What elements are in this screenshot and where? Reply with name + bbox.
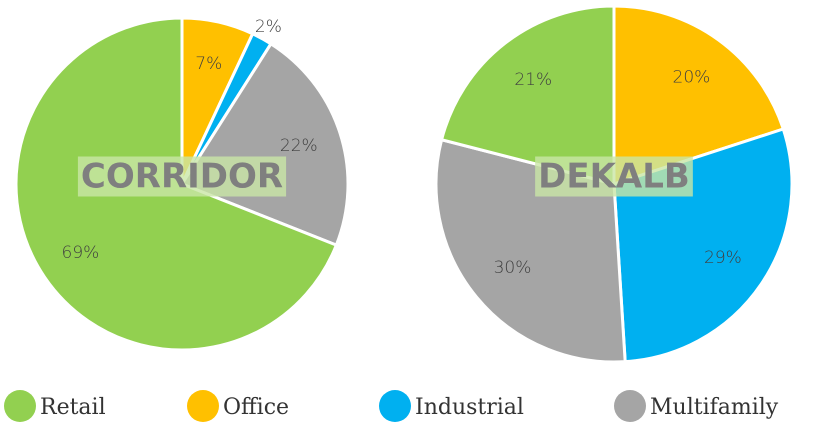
- legend-swatch: [4, 390, 36, 422]
- legend-label: Office: [223, 395, 289, 420]
- data-label: 7%: [195, 54, 222, 74]
- data-label: 69%: [62, 243, 100, 263]
- chart-title: DEKALB: [538, 157, 690, 197]
- legend-label: Retail: [40, 395, 106, 420]
- legend-label: Multifamily: [650, 395, 779, 420]
- data-label: 22%: [280, 136, 318, 156]
- title-background: [77, 156, 287, 197]
- data-label: 20%: [673, 67, 711, 87]
- data-label: 30%: [494, 258, 532, 278]
- legend-swatch: [614, 390, 646, 422]
- data-label: 2%: [255, 17, 282, 37]
- title-background: [535, 156, 693, 197]
- pie-slice: [612, 4, 786, 187]
- pie-slice: [439, 4, 616, 186]
- data-label: 21%: [514, 70, 552, 90]
- legend-swatch: [379, 390, 411, 422]
- legend-label: Industrial: [415, 395, 524, 420]
- data-label: 29%: [704, 248, 742, 268]
- legend-swatch: [187, 390, 219, 422]
- chart-title: CORRIDOR: [81, 157, 283, 197]
